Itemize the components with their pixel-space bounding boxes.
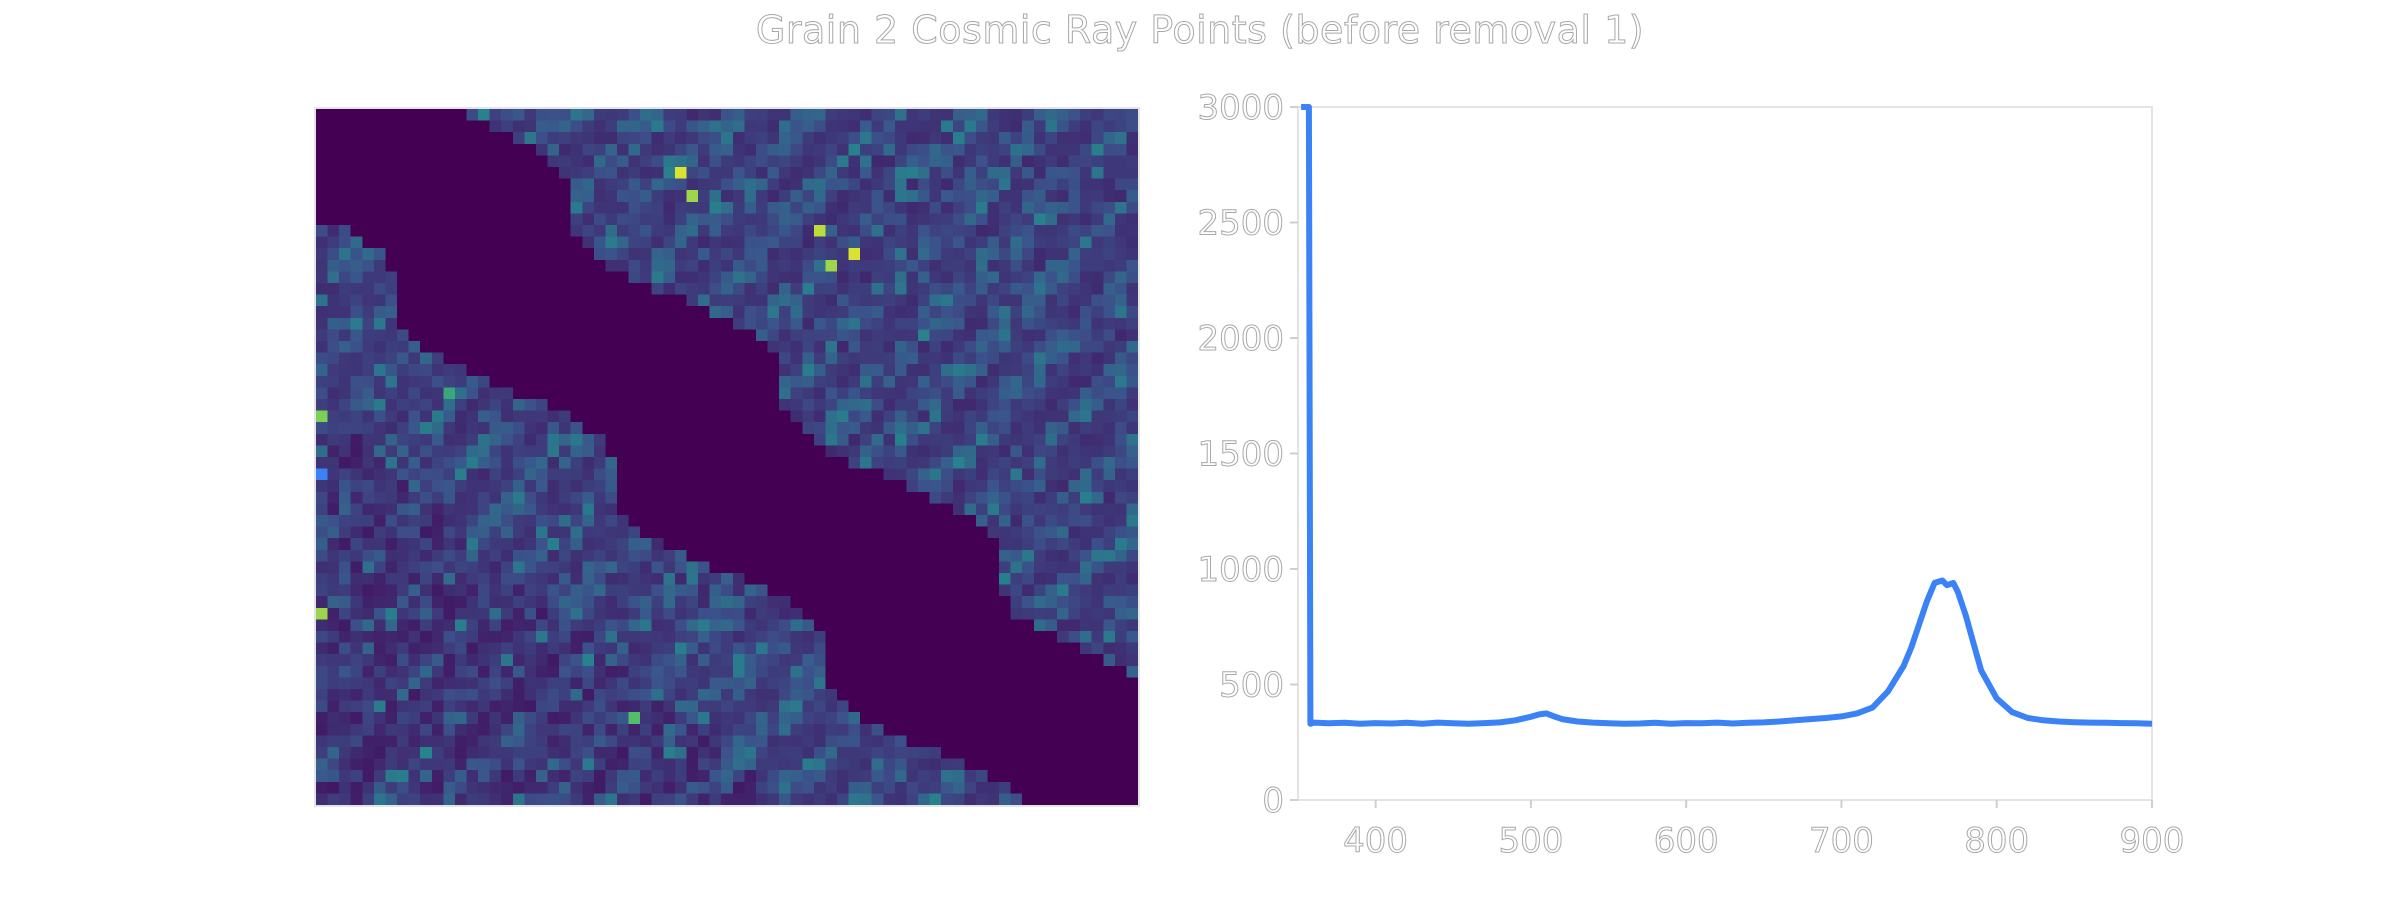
x-tick-label-5: 900 — [2120, 821, 2185, 861]
x-tick-label-1: 500 — [1498, 821, 1563, 861]
x-tick-label-3: 700 — [1809, 821, 1874, 861]
y-tick-label-0: 0 — [1262, 781, 1284, 821]
y-tick-label-3: 1500 — [1197, 435, 1284, 475]
x-tick-label-4: 800 — [1964, 821, 2029, 861]
y-tick-label-1: 500 — [1219, 666, 1284, 706]
y-tick-label-2: 1000 — [1197, 550, 1284, 590]
plot-frame — [1297, 106, 2153, 801]
y-tick-label-4: 2000 — [1197, 319, 1284, 359]
y-tick-label-5: 2500 — [1197, 204, 1284, 244]
x-tick-label-0: 400 — [1343, 821, 1408, 861]
y-tick-label-6: 3000 — [1197, 88, 1284, 128]
x-tick-label-2: 600 — [1654, 821, 1719, 861]
spectrum-line — [1299, 104, 2153, 727]
spectrum-marks — [1299, 104, 2153, 727]
heatmap-panel — [314, 107, 1140, 807]
spectrum-axes: 400 500 600 700 800 900 0 500 1000 1500 2000 2500 30… — [1197, 88, 2185, 862]
heatmap-image — [316, 109, 1138, 805]
chart-title: Grain 2 Cosmic Ray Points (before remova… — [755, 8, 1645, 53]
